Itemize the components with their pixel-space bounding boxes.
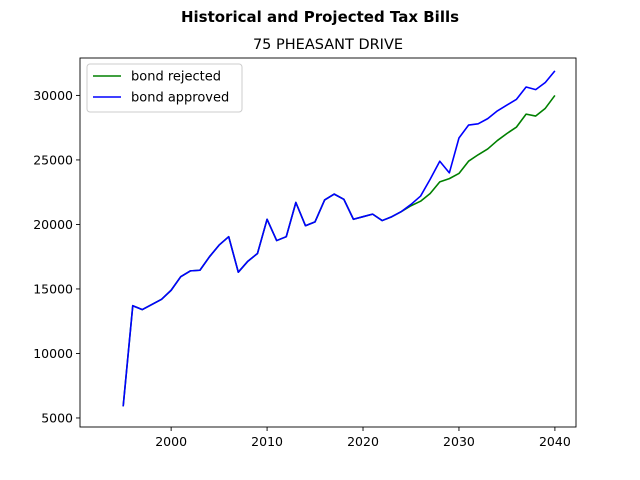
x-tick-label: 2020 [347, 434, 379, 449]
y-tick-label: 30000 [33, 88, 73, 103]
y-tick-label: 15000 [33, 281, 73, 296]
x-tick-label: 2010 [251, 434, 283, 449]
y-tick-label: 25000 [33, 152, 73, 167]
chart-suptitle: Historical and Projected Tax Bills [181, 8, 459, 26]
plot-frame [79, 57, 577, 428]
x-axis: 2000 2010 2020 2030 2040 [155, 427, 571, 449]
x-tick-label: 2040 [539, 434, 571, 449]
legend-label-1: bond approved [131, 91, 229, 106]
y-tick-label: 20000 [33, 217, 73, 232]
y-tick-label: 10000 [33, 346, 73, 361]
series-line-0 [122, 94, 556, 407]
legend-box [86, 63, 243, 113]
legend: bond rejected bond approved [86, 63, 243, 113]
legend-label-0: bond rejected [131, 70, 221, 85]
series-line-1 [122, 70, 556, 407]
series-layer [122, 70, 556, 407]
x-tick-label: 2000 [155, 434, 187, 449]
chart-title: 75 PHEASANT DRIVE [253, 37, 403, 53]
y-tick-label: 5000 [41, 410, 73, 425]
y-axis: 5000 10000 15000 20000 25000 30000 [33, 88, 80, 425]
plot-area [79, 57, 577, 428]
x-tick-label: 2030 [443, 434, 475, 449]
